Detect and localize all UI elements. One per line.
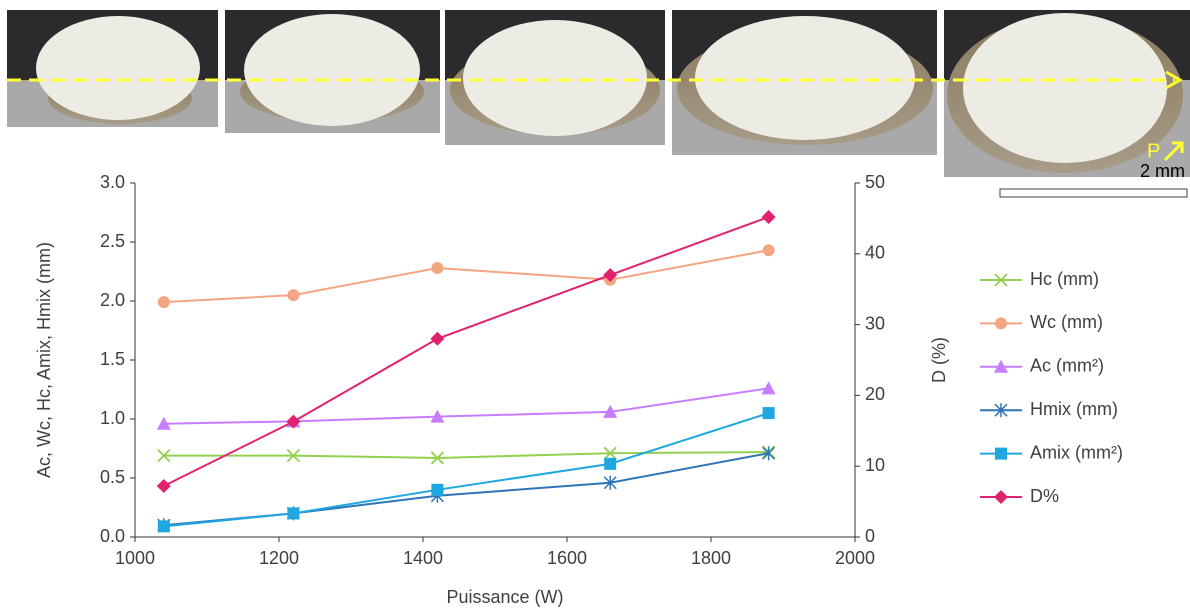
legend-label: Hc (mm): [1030, 269, 1099, 289]
marker: [604, 457, 617, 470]
marker: [156, 416, 171, 430]
y2-tick-label: 0: [865, 526, 875, 546]
y-tick-label: 1.0: [100, 408, 125, 428]
marker: [995, 447, 1007, 460]
marker: [762, 407, 775, 420]
marker: [287, 507, 300, 520]
marker: [995, 317, 1007, 330]
marker: [603, 475, 617, 490]
marker: [761, 381, 776, 395]
y-tick-label: 0.0: [100, 526, 125, 546]
y2-tick-label: 50: [865, 172, 885, 192]
legend-label: Ac (mm²): [1030, 356, 1104, 376]
x-tick-label: 2000: [835, 548, 875, 568]
x-tick-label: 1400: [403, 548, 443, 568]
marker: [430, 331, 445, 346]
marker: [603, 404, 618, 418]
y2-tick-label: 20: [865, 384, 885, 404]
x-tick-label: 1200: [259, 548, 299, 568]
y2-axis-label: D (%): [929, 337, 949, 383]
y-tick-label: 0.5: [100, 467, 125, 487]
series-line: [163, 452, 769, 527]
legend-label: Hmix (mm): [1030, 399, 1118, 419]
marker: [762, 446, 776, 461]
scale-label: 2 mm: [1140, 161, 1185, 181]
micrograph: [7, 10, 218, 127]
marker: [430, 451, 445, 465]
marker: [431, 483, 444, 496]
marker: [157, 520, 170, 533]
y-axis-label: Ac, Wc, Hc, Amix, Hmix (mm): [34, 242, 54, 478]
y-tick-label: 3.0: [100, 172, 125, 192]
series-line: [163, 387, 769, 425]
micrograph: [944, 10, 1190, 177]
x-tick-label: 1600: [547, 548, 587, 568]
x-tick-label: 1800: [691, 548, 731, 568]
y2-tick-label: 40: [865, 243, 885, 263]
marker: [157, 296, 170, 309]
marker: [286, 448, 301, 463]
marker: [431, 261, 444, 274]
legend-label: Amix (mm²): [1030, 442, 1123, 462]
micrographs: P 2 mm: [7, 10, 1190, 198]
direction-label: P: [1147, 140, 1160, 162]
x-axis-label: Puissance (W): [446, 587, 563, 607]
legend-label: D%: [1030, 486, 1059, 506]
arrow: [1163, 141, 1184, 162]
marker: [994, 359, 1008, 373]
y-tick-label: 2.5: [100, 231, 125, 251]
marker: [603, 446, 617, 460]
marker: [994, 490, 1008, 504]
y-tick-label: 1.5: [100, 349, 125, 369]
series-line: [163, 249, 769, 304]
marker: [157, 448, 171, 463]
series-line: [163, 216, 769, 487]
y2-tick-label: 10: [865, 455, 885, 475]
y-tick-label: 2.0: [100, 290, 125, 310]
micrograph: [672, 10, 937, 155]
marker: [603, 268, 618, 283]
series-line: [163, 451, 769, 459]
arrow: [1165, 70, 1184, 90]
marker: [994, 273, 1008, 287]
y2-tick-label: 30: [865, 313, 885, 333]
micrograph: [225, 10, 440, 133]
marker: [287, 289, 300, 302]
marker: [761, 209, 776, 224]
marker: [762, 244, 775, 257]
marker: [430, 409, 445, 423]
x-tick-label: 1000: [115, 548, 155, 568]
marker: [286, 414, 301, 429]
marker: [994, 403, 1008, 418]
marker: [156, 479, 171, 494]
micrograph: [445, 10, 665, 145]
legend-label: Wc (mm): [1030, 312, 1103, 332]
scale-bar: [999, 188, 1188, 198]
